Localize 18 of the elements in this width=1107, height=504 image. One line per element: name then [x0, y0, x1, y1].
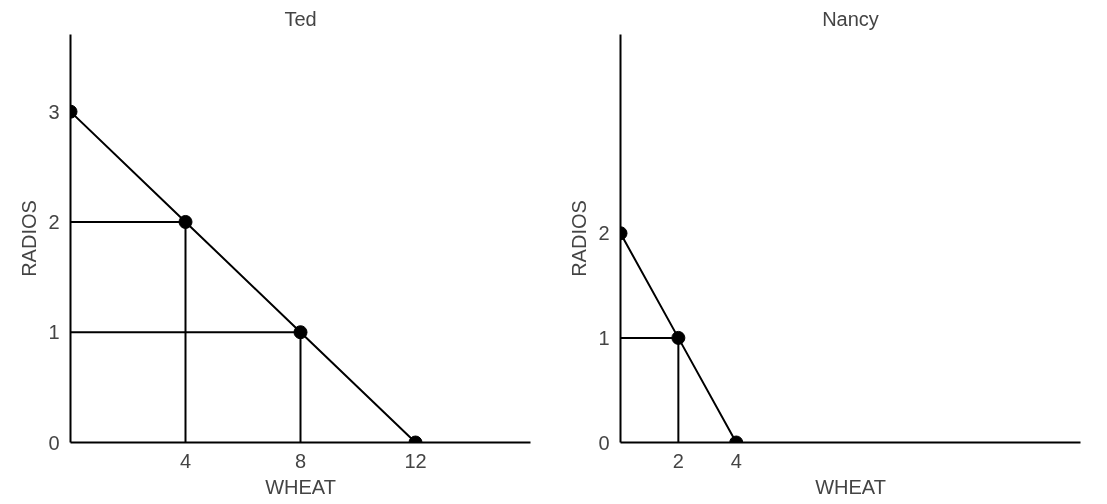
- y-axis-title: RADIOS: [568, 200, 591, 277]
- x-tick-label: 8: [294, 449, 307, 472]
- y-tick-label: 2: [598, 222, 610, 245]
- y-axis-title: RADIOS: [18, 200, 41, 277]
- x-axis-title: WHEAT: [265, 475, 336, 498]
- x-tick-label: 4: [730, 449, 742, 472]
- x-tick-label: 12: [404, 449, 427, 472]
- x-tick-label: 2: [672, 449, 684, 472]
- chart-title: Ted: [284, 7, 317, 30]
- x-tick-label: 4: [179, 449, 192, 472]
- x-axis-title: WHEAT: [815, 475, 886, 498]
- y-tick-label: 0: [48, 431, 60, 454]
- y-tick-label: 1: [598, 326, 610, 349]
- y-tick-label: 2: [48, 210, 60, 233]
- chart-title: Nancy: [822, 7, 879, 30]
- y-tick-label: 1: [48, 321, 60, 344]
- y-tick-label: 0: [598, 431, 610, 454]
- y-tick-label: 3: [48, 100, 60, 123]
